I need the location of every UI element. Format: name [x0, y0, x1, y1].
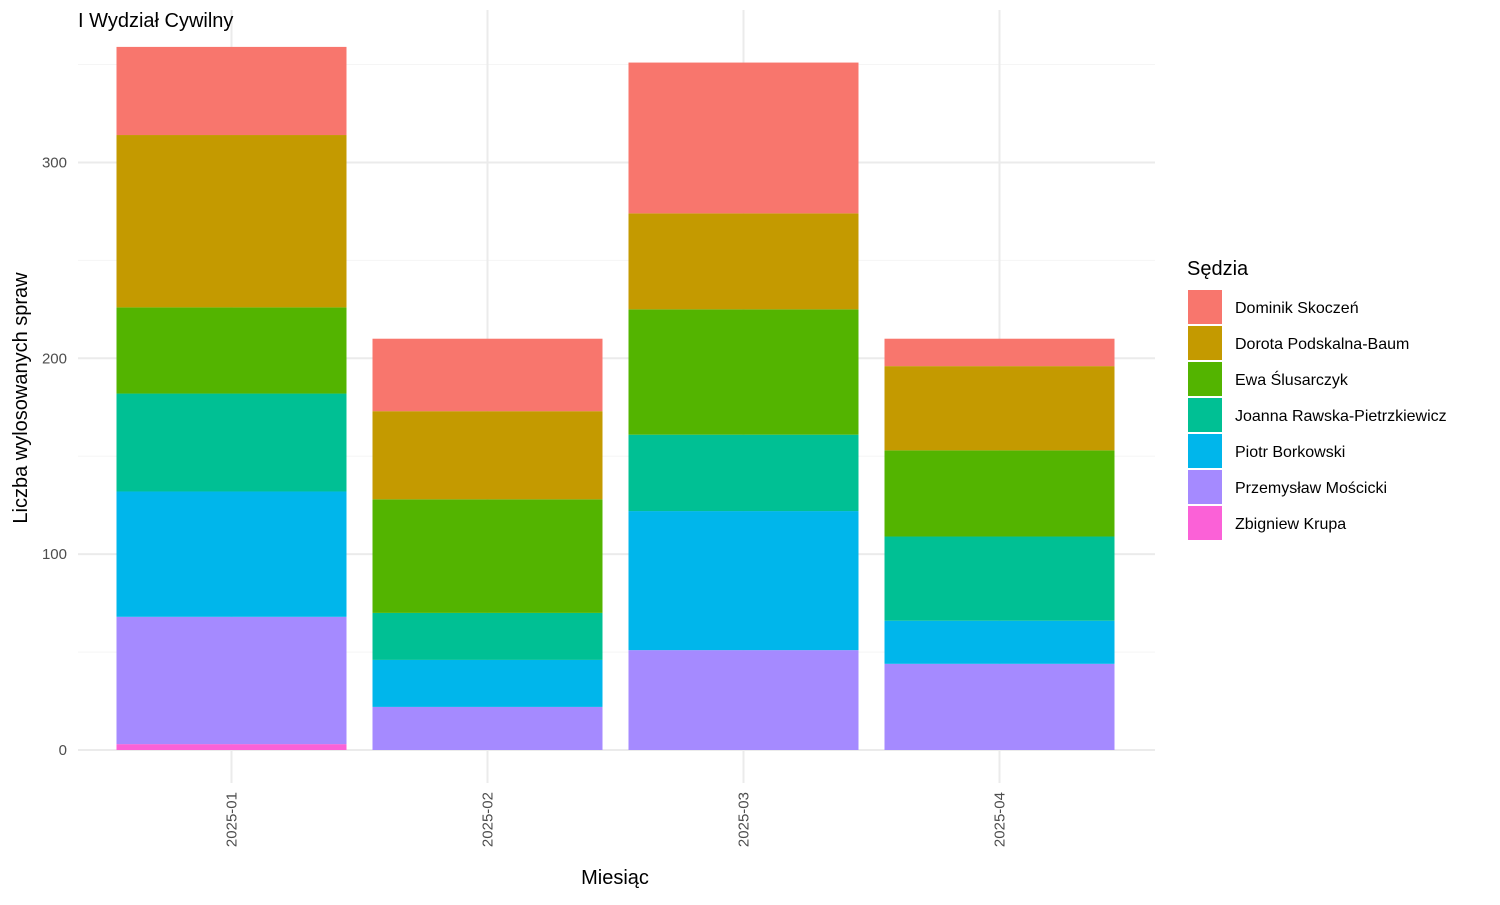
y-tick-label: 300	[42, 154, 67, 171]
bar-segment	[628, 434, 859, 512]
bar-segment	[116, 393, 347, 492]
x-tick-label: 2025-02	[480, 792, 497, 847]
bar-segment	[884, 536, 1115, 621]
y-axis-ticks: 0 100 200 300	[42, 154, 67, 759]
bar-segment	[628, 62, 859, 214]
legend-swatch	[1188, 398, 1222, 432]
legend-swatch	[1188, 470, 1222, 504]
bar-segment	[628, 213, 859, 310]
x-axis-title: Miesiąc	[581, 867, 649, 889]
bar-segment	[628, 511, 859, 651]
legend-swatch	[1188, 326, 1222, 360]
legend-label: Ewa Ślusarczyk	[1235, 370, 1349, 389]
bar-segment	[116, 135, 347, 308]
bar-segment	[372, 411, 603, 500]
legend-label: Joanna Rawska-Pietrzkiewicz	[1235, 408, 1447, 425]
x-tick-label: 2025-04	[992, 792, 1009, 847]
bar-segment	[884, 450, 1115, 537]
legend-swatch	[1188, 506, 1222, 540]
bar-segment	[372, 706, 603, 750]
bar-segment	[372, 338, 603, 412]
legend-swatch	[1188, 362, 1222, 396]
bar-segment	[116, 744, 347, 750]
bar-segment	[116, 491, 347, 617]
bar-segment	[884, 663, 1115, 750]
bar-segment	[628, 650, 859, 750]
legend-swatch	[1188, 434, 1222, 468]
bar-segment	[628, 309, 859, 435]
legend-title: Sędzia	[1187, 258, 1249, 280]
bar-segment	[116, 46, 347, 136]
y-tick-label: 100	[42, 546, 67, 563]
legend-label: Przemysław Mościcki	[1235, 480, 1387, 497]
x-axis-ticks: 2025-01 2025-02 2025-03 2025-04	[224, 792, 1009, 847]
bar-segment	[116, 307, 347, 394]
legend-items: Dominik Skoczeń Dorota Podskalna-Baum Ewa …	[1188, 290, 1447, 540]
y-tick-label: 200	[42, 350, 67, 367]
bar-segment	[884, 338, 1115, 367]
y-axis-title: Liczba wylosowanych spraw	[10, 272, 32, 524]
legend-label: Dorota Podskalna-Baum	[1235, 336, 1409, 353]
bar-segment	[884, 366, 1115, 451]
legend-label: Piotr Borkowski	[1235, 444, 1345, 461]
chart-title: I Wydział Cywilny	[78, 10, 233, 32]
bar-segment	[884, 620, 1115, 664]
legend-label: Dominik Skoczeń	[1235, 300, 1359, 317]
bar-segment	[116, 616, 347, 745]
y-tick-label: 0	[59, 742, 67, 759]
x-tick-label: 2025-03	[736, 792, 753, 847]
legend: Sędzia Dominik Skoczeń Dorota Podskalna-B…	[1187, 258, 1447, 540]
legend-swatch	[1188, 290, 1222, 324]
legend-label: Zbigniew Krupa	[1235, 516, 1346, 533]
x-tick-label: 2025-01	[224, 792, 241, 847]
bar-segment	[372, 659, 603, 707]
bar-segment	[372, 612, 603, 660]
bars	[116, 46, 1115, 750]
bar-segment	[372, 499, 603, 613]
